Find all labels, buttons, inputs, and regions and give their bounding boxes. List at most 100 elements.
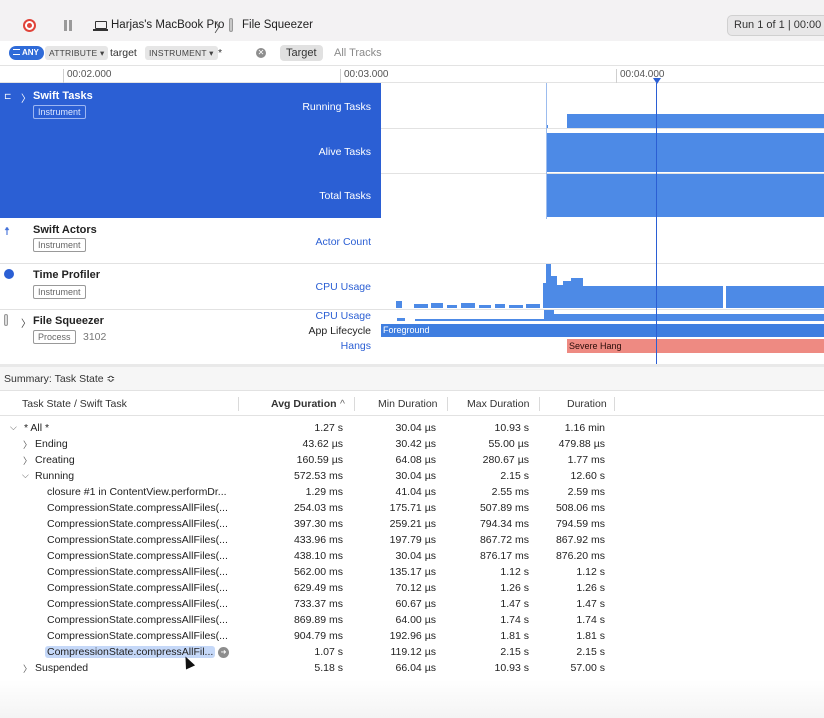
table-row[interactable]: CompressionState.compressAllFiles(... 62… xyxy=(0,580,824,596)
table-row[interactable]: CompressionState.compressAllFiles(... 73… xyxy=(0,596,824,612)
row-max: 10.93 s xyxy=(494,422,529,434)
run-selector[interactable]: Run 1 of 1 | 00:00 xyxy=(727,15,824,36)
column-max-duration[interactable]: Max Duration xyxy=(467,398,530,410)
row-avg: 629.49 ms xyxy=(293,582,343,594)
column-duration[interactable]: Duration xyxy=(567,398,607,410)
table-row[interactable]: closure #1 in ContentView.performDr... 1… xyxy=(0,484,824,500)
table-row[interactable]: CompressionState.compressAllFiles(... 39… xyxy=(0,516,824,532)
target-app-name[interactable]: File Squeezer xyxy=(242,19,313,31)
table-row[interactable]: CompressionState.compressAllFiles(... 56… xyxy=(0,564,824,580)
column-divider xyxy=(354,397,355,411)
actor-icon: ☨ xyxy=(4,226,10,238)
row-avg: 1.29 ms xyxy=(305,486,343,498)
timeline-ruler[interactable]: 00:02.000 00:03.000 00:04.000 xyxy=(0,65,824,83)
chevron-down-icon[interactable]: ⌵ xyxy=(10,422,17,432)
cpu-bar xyxy=(414,304,428,308)
row-min: 41.04 µs xyxy=(395,486,437,498)
time-profiler-graph[interactable] xyxy=(381,264,824,309)
row-avg: 1.27 s xyxy=(314,422,343,434)
device-name[interactable]: Harjas's MacBook Pro xyxy=(111,19,225,31)
row-avg: 1.07 s xyxy=(314,646,343,658)
row-avg: 904.79 ms xyxy=(293,630,343,642)
row-duration: 2.59 ms xyxy=(567,486,605,498)
chevron-right-icon[interactable]: 〉 xyxy=(23,456,33,466)
go-to-arrow-icon[interactable]: ➜ xyxy=(218,647,229,658)
pane-splitter[interactable] xyxy=(0,364,824,367)
row-avg: 869.89 ms xyxy=(293,614,343,626)
bottom-fade xyxy=(0,680,824,718)
row-min: 119.12 µs xyxy=(390,646,436,658)
row-avg: 160.59 µs xyxy=(296,454,343,466)
table-row[interactable]: CompressionState.compressAllFiles(... 86… xyxy=(0,612,824,628)
laptop-icon xyxy=(93,21,108,31)
row-max: 867.72 ms xyxy=(479,534,529,546)
instrument-value[interactable]: * xyxy=(218,47,223,59)
severe-hang-bar[interactable]: Severe Hang xyxy=(567,339,824,353)
row-max: 10.93 s xyxy=(494,662,529,674)
row-duration: 2.15 s xyxy=(576,646,605,658)
clear-filter-icon[interactable]: ✕ xyxy=(256,48,266,58)
attribute-token[interactable]: ATTRIBUTE ▾ xyxy=(45,46,109,60)
row-duration: 57.00 s xyxy=(570,662,605,674)
table-row[interactable]: ⌵ * All * 1.27 s 30.04 µs 10.93 s 1.16 m… xyxy=(0,420,824,436)
row-name: closure #1 in ContentView.performDr... xyxy=(47,486,227,498)
table-row-highlighted[interactable]: CompressionState.compressAllFil... ➜ 1.0… xyxy=(0,644,824,660)
inspection-head-line[interactable] xyxy=(656,83,657,364)
table-row[interactable]: CompressionState.compressAllFiles(... 90… xyxy=(0,628,824,644)
swift-tasks-graph[interactable] xyxy=(381,83,824,218)
cpu-bar xyxy=(557,285,563,308)
track-time-profiler[interactable]: Time Profiler Instrument CPU Usage xyxy=(0,264,824,309)
row-max: 280.67 µs xyxy=(482,454,529,466)
disclosure-chevron-icon[interactable]: 〉 xyxy=(21,94,31,105)
cpu-bar xyxy=(726,286,824,308)
all-tracks-button[interactable]: All Tracks xyxy=(334,47,382,59)
cpu-bar xyxy=(563,281,571,308)
table-row[interactable]: CompressionState.compressAllFiles(... 43… xyxy=(0,532,824,548)
lane-alive-tasks: Alive Tasks xyxy=(318,146,371,158)
filter-any-toggle[interactable]: ANY xyxy=(9,46,44,60)
row-duration: 1.16 min xyxy=(564,422,605,434)
track-badge: Instrument xyxy=(33,105,86,119)
pause-button[interactable] xyxy=(64,20,73,31)
row-duration: 12.60 s xyxy=(570,470,605,482)
record-button[interactable] xyxy=(23,19,36,32)
table-row[interactable]: CompressionState.compressAllFiles(... 43… xyxy=(0,548,824,564)
track-swift-tasks[interactable]: ⊏ 〉 Swift Tasks Instrument Running Tasks… xyxy=(0,83,824,218)
hang-label: Severe Hang xyxy=(569,341,622,351)
row-max: 2.15 s xyxy=(500,646,529,658)
track-file-squeezer[interactable]: 〉 File Squeezer Process 3102 CPU Usage A… xyxy=(0,310,824,364)
column-divider xyxy=(614,397,615,411)
table-row[interactable]: 〉 Suspended 5.18 s 66.04 µs 10.93 s 57.0… xyxy=(0,660,824,676)
lifecycle-foreground-bar[interactable]: Foreground xyxy=(381,324,824,337)
lane-total-tasks: Total Tasks xyxy=(319,190,371,202)
row-avg: 572.53 ms xyxy=(293,470,343,482)
track-title: Swift Tasks xyxy=(33,90,93,102)
filter-any-label: ANY xyxy=(22,48,39,57)
disclosure-chevron-icon[interactable]: 〉 xyxy=(21,319,31,330)
table-row[interactable]: 〉 Ending 43.62 µs 30.42 µs 55.00 µs 479.… xyxy=(0,436,824,452)
app-icon xyxy=(229,18,233,32)
row-name-wrap: CompressionState.compressAllFil... xyxy=(45,646,216,658)
row-name: CompressionState.compressAllFiles(... xyxy=(47,614,228,626)
chevron-right-icon[interactable]: 〉 xyxy=(23,440,33,450)
table-row[interactable]: ⌵ Running 572.53 ms 30.04 µs 2.15 s 12.6… xyxy=(0,468,824,484)
table-row[interactable]: CompressionState.compressAllFiles(... 25… xyxy=(0,500,824,516)
target-tracks-button[interactable]: Target xyxy=(280,45,323,61)
column-task-state[interactable]: Task State / Swift Task xyxy=(22,398,127,410)
chevron-right-icon[interactable]: 〉 xyxy=(23,664,33,674)
row-name: CompressionState.compressAllFil... xyxy=(45,646,216,658)
instrument-token[interactable]: INSTRUMENT ▾ xyxy=(145,46,218,60)
attribute-value[interactable]: target xyxy=(110,47,137,59)
table-row[interactable]: 〉 Creating 160.59 µs 64.08 µs 280.67 µs … xyxy=(0,452,824,468)
row-max: 876.17 ms xyxy=(479,550,529,562)
inspection-head-icon[interactable] xyxy=(653,78,661,84)
column-avg-duration[interactable]: Avg Duration xyxy=(271,398,337,410)
process-id: 3102 xyxy=(83,331,107,343)
column-min-duration[interactable]: Min Duration xyxy=(378,398,438,410)
summary-selector[interactable]: Summary: Task State ≎ xyxy=(4,373,116,385)
track-swift-actors[interactable]: ☨ Swift Actors Instrument Actor Count xyxy=(0,218,824,264)
cpu-bar xyxy=(396,301,402,308)
chevron-down-icon[interactable]: ⌵ xyxy=(22,470,29,480)
file-squeezer-graph[interactable] xyxy=(381,310,824,364)
lane-cpu-usage: CPU Usage xyxy=(315,281,371,293)
